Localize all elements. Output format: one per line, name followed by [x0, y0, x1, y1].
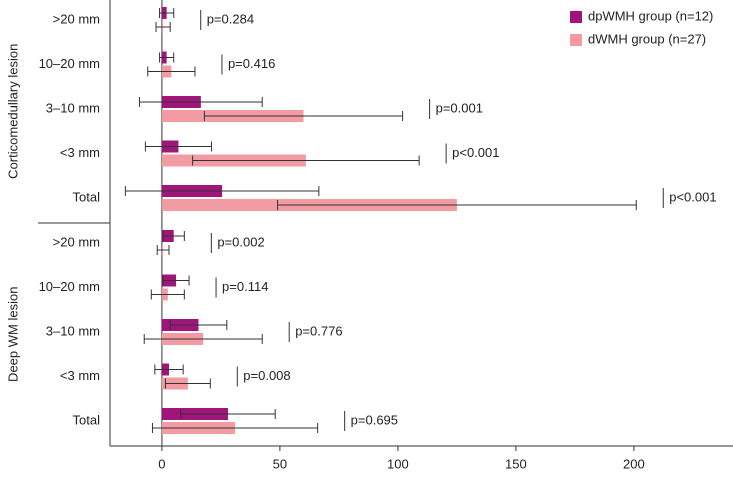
group-label: Deep WM lesion — [5, 287, 20, 382]
x-tick-label: 200 — [623, 456, 645, 471]
legend-label: dpWMH group (n=12) — [588, 8, 713, 23]
annotation: p=0.001 — [436, 100, 483, 115]
y-tick-label: >20 mm — [53, 234, 100, 249]
y-tick-label: <3 mm — [60, 145, 100, 160]
error-bar — [155, 22, 171, 32]
y-tick-label: 10–20 mm — [39, 279, 100, 294]
error-bar — [143, 334, 263, 344]
y-tick-label: 3–10 mm — [46, 323, 100, 338]
error-bar — [138, 97, 263, 107]
error-bar — [156, 245, 170, 255]
error-bar — [124, 186, 320, 196]
legend-swatch — [570, 11, 582, 23]
annotation: p=0.284 — [207, 11, 254, 26]
x-tick-label: 100 — [387, 456, 409, 471]
annotation: p<0.001 — [669, 189, 716, 204]
group-label: Corticomedullary lesion — [5, 44, 20, 179]
annotation: p=0.114 — [222, 279, 268, 294]
error-bar — [151, 423, 319, 433]
x-tick-label: 0 — [158, 456, 165, 471]
error-bar — [169, 320, 228, 330]
y-tick-label: 10–20 mm — [39, 56, 100, 71]
error-bar — [162, 275, 190, 286]
error-bar — [150, 289, 185, 300]
error-bar — [147, 66, 196, 77]
error-bar — [277, 200, 637, 210]
y-tick-label: Total — [73, 412, 101, 427]
error-bar — [164, 378, 211, 389]
error-bar — [180, 409, 276, 419]
y-tick-label: 3–10 mm — [46, 100, 100, 115]
error-bar — [203, 111, 404, 121]
annotation: p=0.695 — [351, 412, 398, 427]
y-tick-label: <3 mm — [60, 368, 100, 383]
y-tick-label: >20 mm — [53, 11, 100, 26]
x-tick-label: 150 — [505, 456, 527, 471]
y-tick-label: Total — [73, 189, 101, 204]
annotation: p=0.002 — [217, 234, 264, 249]
x-tick-label: 50 — [273, 456, 287, 471]
error-bar — [154, 364, 184, 375]
error-bar — [144, 141, 212, 152]
error-bar — [192, 155, 420, 166]
error-bar — [159, 8, 175, 18]
legend-label: dWMH group (n=27) — [588, 31, 706, 46]
annotation: p=0.776 — [295, 323, 342, 338]
annotation: p=0.008 — [243, 368, 290, 383]
legend-swatch — [570, 34, 582, 46]
error-bar — [162, 231, 185, 241]
error-bar — [159, 52, 175, 63]
annotation: p<0.001 — [452, 145, 499, 160]
annotation: p=0.416 — [228, 56, 275, 71]
